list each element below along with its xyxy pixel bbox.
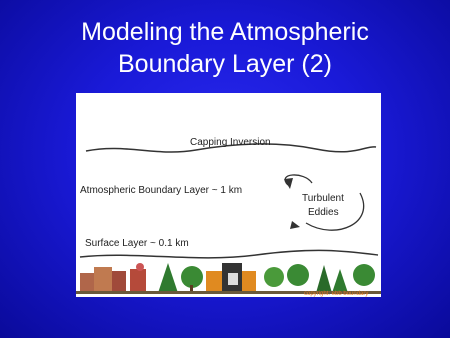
copyright: copyright: ebb boundary [304, 291, 368, 297]
landscape [76, 263, 381, 294]
label: Eddies [308, 207, 339, 218]
title-line: Boundary Layer (2) [117, 50, 332, 78]
label: Capping Inversion [190, 137, 271, 148]
label: Surface Layer ~ 0.1 km [85, 238, 189, 249]
label: Turbulent [302, 193, 344, 204]
title-line: Modeling the Atmospheric [81, 18, 369, 46]
label: Atmospheric Boundary Layer ~ 1 km [80, 185, 242, 196]
diagram: Capping Inversion Atmospheric Boundary L… [76, 93, 381, 297]
